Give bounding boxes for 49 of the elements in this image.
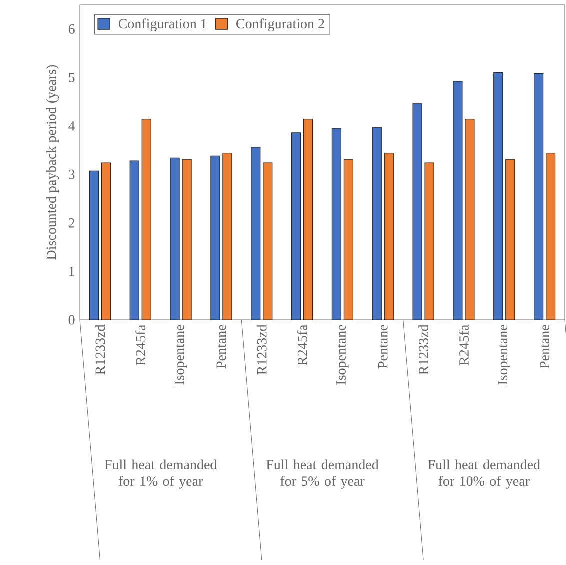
x-tick-label: R245fa	[297, 324, 308, 366]
bar	[303, 119, 314, 320]
bar	[130, 160, 140, 320]
y-tick-label: 3	[68, 170, 75, 180]
x-tick-label: R1233zd	[418, 324, 428, 375]
bar	[182, 159, 192, 320]
text: Full heat demanded for 1% of year	[104, 460, 218, 489]
bar	[384, 152, 394, 320]
bar	[142, 119, 152, 320]
bar	[263, 162, 273, 320]
x-tick-label: Isopentane	[498, 325, 510, 385]
y-axis-title: Discounted payback period (years)	[46, 65, 60, 260]
x-tick-label: R1233zd	[95, 324, 106, 375]
x-tick-label: Pentane	[378, 325, 388, 369]
y-tick-label: 0	[68, 315, 75, 325]
legend-label: Configuration 1	[118, 18, 207, 32]
y-tick-label: 2	[68, 218, 75, 228]
x-tick-label: Pentane	[216, 325, 226, 369]
y-tick-label: 1	[70, 266, 74, 276]
bar	[465, 119, 475, 320]
bar	[101, 162, 112, 320]
bar	[291, 132, 302, 320]
bar	[534, 74, 544, 320]
text: Full heat demanded for 10% of year	[428, 460, 540, 489]
bar	[344, 159, 354, 320]
y-tick-label: 4	[68, 122, 76, 131]
bar	[372, 127, 382, 320]
y-tick-label: 6	[68, 24, 75, 34]
bar	[210, 156, 220, 320]
bar	[453, 81, 463, 320]
x-tick-label: Isopentane	[336, 325, 349, 385]
bar	[424, 162, 434, 320]
bar	[494, 72, 504, 320]
bar	[506, 159, 516, 320]
x-tick-label: Pentane	[540, 325, 550, 369]
bar	[412, 104, 422, 320]
bar	[332, 128, 342, 320]
bar	[251, 147, 261, 320]
x-tick-label: Isopentane	[174, 325, 188, 385]
bar	[546, 152, 556, 320]
x-tick-label: R245fa	[136, 324, 146, 366]
y-tick-label: 5	[69, 73, 75, 82]
bar	[89, 170, 100, 320]
x-tick-label: R245fa	[458, 324, 469, 366]
bar	[170, 158, 180, 320]
x-tick-label: R1233zd	[256, 324, 267, 375]
legend-label: Configuration 2	[236, 18, 324, 32]
text: Full heat demanded for 5% of year	[266, 460, 379, 489]
bar	[222, 152, 232, 320]
